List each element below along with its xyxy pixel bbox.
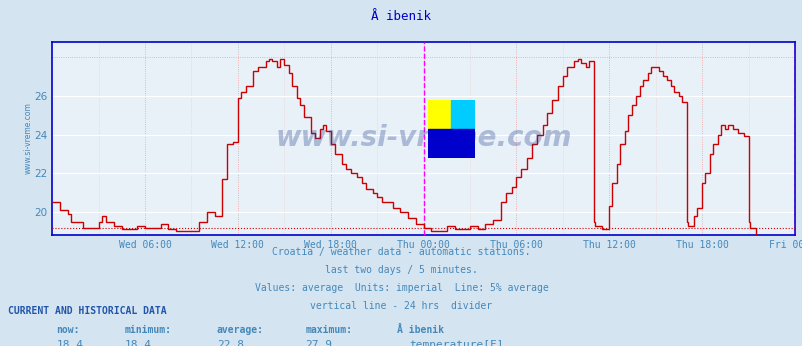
Bar [427, 129, 474, 158]
Text: CURRENT AND HISTORICAL DATA: CURRENT AND HISTORICAL DATA [8, 306, 167, 316]
Text: 22.8: 22.8 [217, 340, 244, 346]
Text: www.si-vreme.com: www.si-vreme.com [275, 125, 571, 152]
Text: minimum:: minimum: [124, 325, 172, 335]
Text: average:: average: [217, 325, 264, 335]
Text: 18.4: 18.4 [56, 340, 83, 346]
Text: now:: now: [56, 325, 79, 335]
Text: maximum:: maximum: [305, 325, 352, 335]
Text: 18.4: 18.4 [124, 340, 152, 346]
Text: Values: average  Units: imperial  Line: 5% average: Values: average Units: imperial Line: 5%… [254, 283, 548, 293]
Bar [451, 100, 474, 129]
Bar [427, 100, 451, 129]
Text: 27.9: 27.9 [305, 340, 332, 346]
Text: Croatia / weather data - automatic stations.: Croatia / weather data - automatic stati… [272, 247, 530, 257]
Text: Å ibenik: Å ibenik [397, 325, 444, 335]
Text: Å ibenik: Å ibenik [371, 10, 431, 24]
Y-axis label: www.si-vreme.com: www.si-vreme.com [24, 102, 33, 174]
Text: vertical line - 24 hrs  divider: vertical line - 24 hrs divider [310, 301, 492, 311]
Text: last two days / 5 minutes.: last two days / 5 minutes. [325, 265, 477, 275]
Text: temperature[F]: temperature[F] [409, 340, 504, 346]
